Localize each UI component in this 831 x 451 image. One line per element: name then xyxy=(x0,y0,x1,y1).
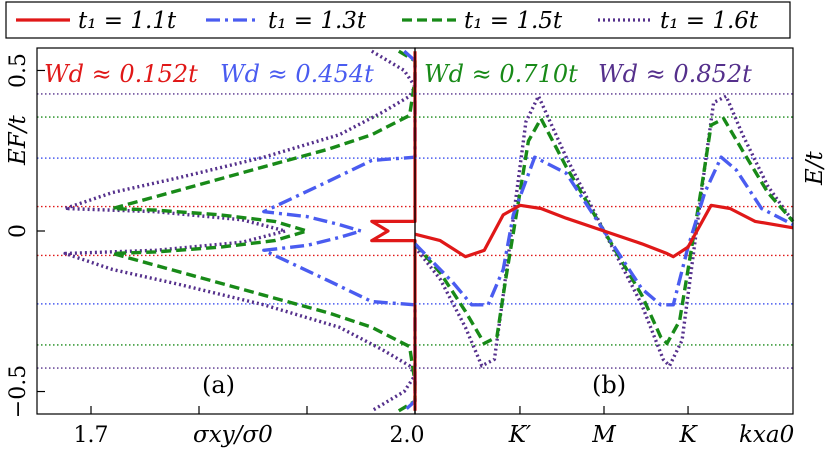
legend-entry: t₁ = 1.6t xyxy=(598,8,759,34)
annotation-wd-red: Wd ≈ 0.152t xyxy=(44,60,198,88)
panel-b: K′ M K xyxy=(413,47,795,448)
panel-b-xlabel: kxa0 xyxy=(739,422,794,448)
legend-entry: t₁ = 1.5t xyxy=(402,8,563,34)
legend-entry: t₁ = 1.3t xyxy=(206,8,367,34)
x-tick-label: 1.7 xyxy=(74,423,109,448)
series-line xyxy=(413,116,795,346)
legend-entry: t₁ = 1.1t xyxy=(16,8,177,34)
series-line xyxy=(63,49,417,413)
legend-label: t₁ = 1.3t xyxy=(268,8,367,34)
y-tick-label: 0 xyxy=(6,224,31,238)
panel-a-label: (a) xyxy=(202,371,235,399)
panel-b-label: (b) xyxy=(592,371,626,399)
series-line xyxy=(413,94,795,368)
series-line xyxy=(110,49,417,413)
legend-label: t₁ = 1.1t xyxy=(78,8,177,34)
x-tick-label: K′ xyxy=(508,422,532,448)
annotation-wd-purple: Wd ≈ 0.852t xyxy=(598,60,752,88)
legend-label: t₁ = 1.5t xyxy=(464,8,563,34)
x-tick-label: M xyxy=(591,422,617,448)
x-tick-label: K xyxy=(678,422,698,448)
legend-frame xyxy=(5,1,791,39)
panel-b-ylabel: E/t xyxy=(802,150,828,186)
x-tick-label: 2.0 xyxy=(390,423,425,448)
y-tick-label: 0.5 xyxy=(6,53,31,88)
annotation-wd-blue: Wd ≈ 0.454t xyxy=(220,60,374,88)
series-line xyxy=(414,203,794,259)
annotation-wd-green: Wd ≈ 0.710t xyxy=(424,60,578,88)
legend-label: t₁ = 1.6t xyxy=(660,8,759,34)
panel-a-xlabel: σxy/σ0 xyxy=(193,422,273,448)
y-tick-label: −0.5 xyxy=(6,365,31,418)
panel-a-ylabel: EF/t xyxy=(5,115,31,166)
legend: t₁ = 1.1t t₁ = 1.3t t₁ = 1.5t t₁ = 1.6t xyxy=(5,1,791,39)
